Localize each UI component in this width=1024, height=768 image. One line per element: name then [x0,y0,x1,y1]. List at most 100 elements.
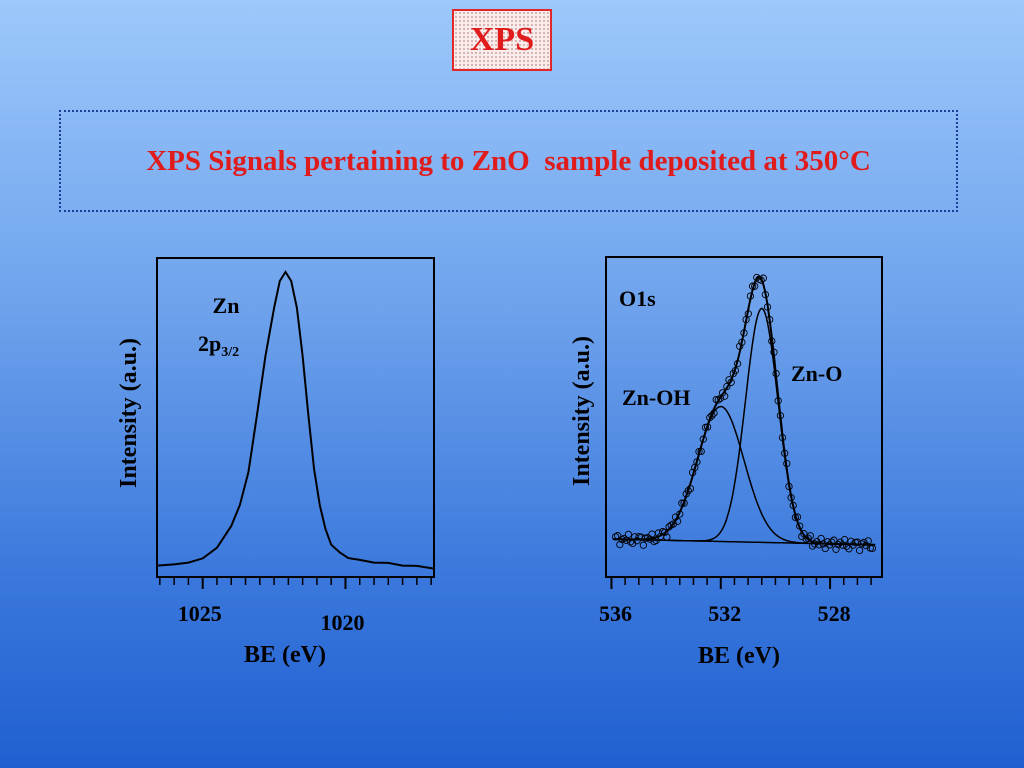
o1s-data-point [723,382,731,391]
o1s-data-point [725,376,733,384]
o1s-data-point [616,540,624,549]
o1s-data-point [678,499,686,507]
o1s-data-point [697,447,705,456]
zn-2p-spectrum-line [156,270,435,570]
o1s-data-point [815,541,823,549]
o1s-data-point [738,338,746,346]
o1s-data-point [746,292,755,300]
o1s-tick-label: 536 [599,601,632,626]
o1s-data-point [680,499,688,507]
o1s-data-point [731,366,740,375]
o1s-data-point [778,433,787,442]
o1s-data-point [721,392,729,400]
zn-2p-annotation-main: 2p [198,331,221,356]
o1s-data-point [652,536,660,545]
xps-badge: XPS [452,9,552,71]
zn-2p-tick-label: 1025 [178,601,222,626]
o1s-data-point [736,342,744,350]
o1s-data-point [789,501,797,510]
o1s-data-point [830,536,838,544]
o1s-data-point [796,522,804,530]
o1s-data-point [759,274,767,282]
o1s-data-point [673,517,682,525]
o1s-data-point [744,310,752,318]
o1s-data-point [781,449,789,457]
o1s-zn-oh-peak-line [612,405,876,546]
o1s-data-point [644,534,652,542]
o1s-data-point [639,541,648,549]
o1s-data-point [828,538,836,546]
o1s-tick-label: 532 [708,601,741,626]
o1s-data-point [868,544,877,553]
o1s-data-point [650,537,658,546]
o1s-x-ticks [610,577,872,589]
o1s-plot-frame [605,256,883,578]
o1s-measured-points [611,273,877,555]
o1s-data-point [787,494,795,502]
o1s-data-point [714,396,722,404]
zn-2p-plot-frame [156,257,435,578]
o1s-data-point [688,468,697,477]
o1s-data-point [772,369,780,378]
o1s-data-point [661,528,669,536]
o1s-data-point [757,276,765,284]
o1s-data-point [748,282,757,290]
o1s-data-point [768,337,776,345]
o1s-data-point [810,540,819,548]
o1s-data-point [766,315,774,324]
o1s-data-point [845,545,853,553]
o1s-data-point [783,459,791,468]
o1s-data-point [864,537,872,545]
o1s-data-point [684,487,692,495]
o1s-data-point [821,544,829,553]
o1s-data-point [785,482,793,491]
xps-badge-label: XPS [469,21,535,58]
o1s-data-point [733,360,742,368]
o1s-data-point [832,545,840,553]
o1s-data-point [620,534,628,543]
o1s-data-point [695,447,703,456]
o1s-data-point [855,546,864,555]
o1s-data-point [776,411,785,420]
o1s-y-axis-label: Intensity (a.u.) [569,336,595,486]
o1s-zn-o-peak-line [612,307,876,546]
o1s-data-point [740,329,748,337]
zn-2p-x-axis-label: BE (eV) [244,642,326,668]
zn-2p-tick-label: 1020 [320,610,364,635]
subtitle-box: XPS Signals pertaining to ZnO sample dep… [59,110,958,212]
o1s-data-point [708,411,716,420]
o1s-data-point [751,282,759,290]
o1s-data-point [686,484,695,493]
o1s-data-point [806,532,815,540]
o1s-data-point [834,540,842,549]
zn-2p-x-ticks [159,577,432,589]
o1s-data-point [774,397,782,405]
o1s-data-point [663,533,671,541]
zn-2p-x-tick-labels: 1025 1020 [178,601,365,635]
o1s-data-point [614,532,622,540]
o1s-x-axis-label: BE (eV) [698,643,780,669]
o1s-data-point [858,540,866,548]
o1s-data-point [862,541,870,550]
o1s-x-tick-labels: 536 532 528 [599,601,851,626]
o1s-data-point [804,534,812,542]
o1s-tick-label: 528 [818,601,851,626]
o1s-data-point [727,378,735,386]
o1s-data-point [703,423,712,431]
zn-2p-annotation-orbital: 2p3/2 [198,331,239,360]
o1s-data-point [693,458,701,466]
o1s-data-point [761,290,770,299]
zn-2p-annotation-sub: 3/2 [221,345,239,360]
o1s-legend-zn-o: Zn-O [791,361,842,386]
o1s-data-point [624,530,633,539]
zn-2p-y-axis-label: Intensity (a.u.) [116,338,142,488]
o1s-data-point [676,510,684,518]
subtitle-text: XPS Signals pertaining to ZnO sample dep… [146,144,871,177]
o1s-data-point [793,513,802,521]
o1s-data-point [770,348,778,356]
o1s-data-point [763,303,772,311]
o1s-data-point [699,435,707,443]
zn-2p-annotation-element: Zn [213,293,240,318]
